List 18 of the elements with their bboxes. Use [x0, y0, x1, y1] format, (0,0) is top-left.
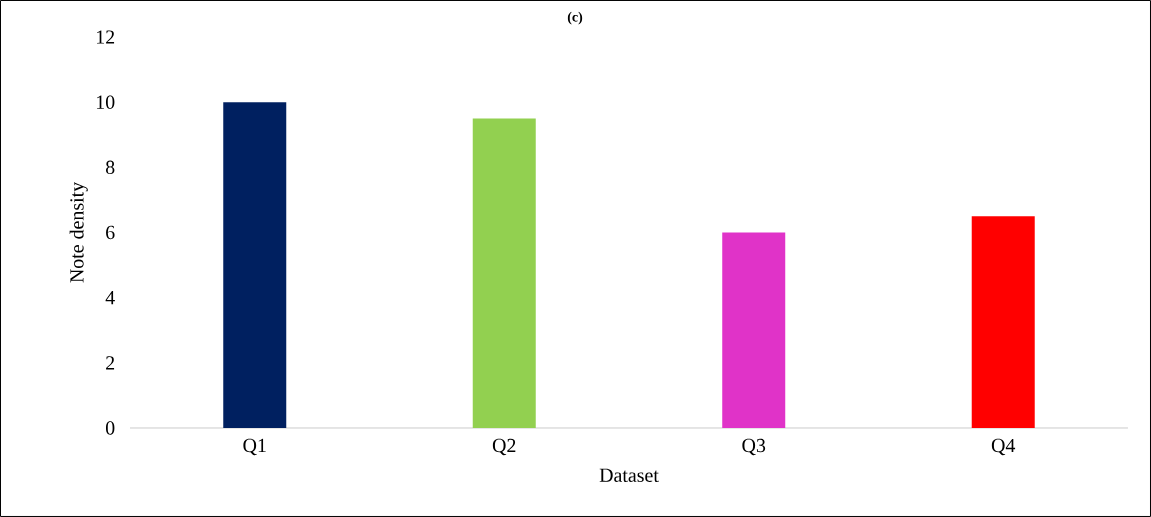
x-tick-label: Q1 [243, 438, 266, 456]
y-tick-label: 6 [106, 225, 115, 240]
y-axis-title: Note density [69, 181, 88, 283]
x-axis-title: Dataset [599, 468, 659, 482]
bar [472, 118, 536, 428]
y-tick-label: 0 [105, 421, 115, 435]
bar [722, 232, 786, 428]
bar [223, 102, 287, 428]
y-tick-label: 10 [96, 95, 115, 109]
x-tick-label: Q3 [742, 438, 766, 456]
bar [971, 216, 1035, 428]
y-tick-label: 2 [106, 356, 115, 370]
chart-title: (c) [567, 11, 583, 25]
x-tick-label: Q4 [991, 438, 1016, 456]
y-tick-label: 8 [105, 160, 115, 175]
y-tick-label: 12 [96, 30, 115, 44]
x-tick-label: Q2 [492, 438, 516, 456]
y-tick-label: 4 [105, 291, 115, 305]
